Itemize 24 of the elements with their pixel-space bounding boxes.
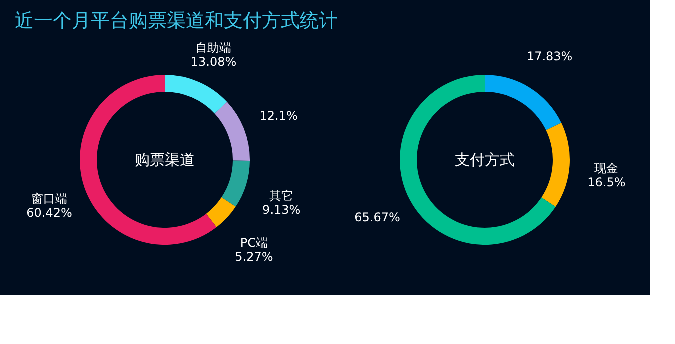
data-label: 65.67% [354, 210, 400, 225]
donut-slice [485, 75, 562, 130]
donut-slice [80, 75, 217, 245]
text: 购票渠道 [135, 151, 195, 169]
chart-title: 近一个月平台购票渠道和支付方式统计 [15, 10, 338, 32]
donut-slice [222, 160, 250, 207]
data-label: 9.13% [262, 202, 301, 217]
text: 支付方式 [455, 151, 515, 169]
donut-slice [206, 198, 236, 228]
slice-label: 窗口端 [31, 192, 68, 206]
slice-label: 自助端 [196, 41, 232, 56]
donut-slice [542, 122, 570, 208]
data-label: 17.83% [526, 50, 573, 64]
donut-slice [400, 75, 556, 245]
donut-slice [165, 75, 228, 114]
data-label: 13.08% [190, 55, 237, 70]
data-label: 16.5% [588, 175, 626, 190]
slice-label: 其它 [270, 188, 294, 203]
data-label: 60.42% [26, 206, 72, 220]
slice-label: PC端 [240, 236, 268, 250]
data-label: 12.1% [260, 109, 298, 124]
donut-slice [214, 102, 250, 161]
slice-label: 现金 [594, 161, 619, 176]
data-label: 5.27% [235, 250, 274, 264]
